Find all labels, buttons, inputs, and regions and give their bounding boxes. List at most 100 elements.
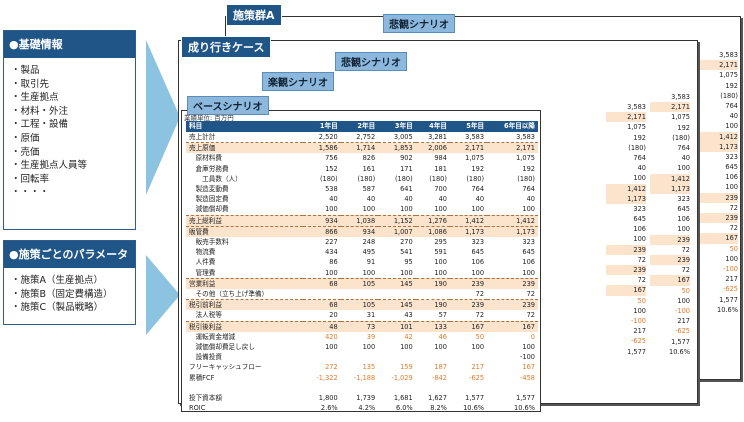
table-cell: 100 <box>471 205 485 214</box>
table-row: 投下資本額 1,800 1,739 1,681 1,627 1,577 1,577 <box>186 393 538 403</box>
table-row: 減価償却費 100 100 100 100 100 100 <box>186 204 538 215</box>
table-cell: 1,577 <box>516 394 535 403</box>
table-cell: 145 <box>378 299 416 311</box>
table-cell: 159 <box>400 363 413 372</box>
row-label: 倉庫労務費 <box>189 164 229 173</box>
table-cell: -1,322 <box>316 373 338 382</box>
peek-cell: 645 <box>633 215 646 224</box>
peek-cell: 323 <box>677 194 690 203</box>
peek-cell: (180) <box>720 91 738 100</box>
table-cell: 105 <box>340 277 379 290</box>
table-row: 人件費 86 91 95 100 106 106 <box>186 257 538 267</box>
table-cell: 72 <box>526 290 535 299</box>
peek-cell: 3,583 <box>627 103 646 111</box>
tab-base-scenario[interactable]: ベースシナリオ <box>187 96 269 115</box>
table-header-row: 科目 1年目 2年目 3年目 4年目 5年目 6年目以降 <box>186 121 538 132</box>
info-list-item: 回転率 <box>11 173 135 187</box>
table-cell <box>416 289 450 300</box>
peek-cell: 40 <box>637 164 646 173</box>
table-cell: 217 <box>471 363 485 372</box>
table-header-cell: 6年目以降 <box>487 121 538 132</box>
table-cell: 40 <box>475 195 485 204</box>
financial-table: 科目 1年目 2年目 3年目 4年目 5年目 6年目以降 売上計計 2,520 2,752 3,00… <box>186 121 538 413</box>
table-row: 設備投資 -100 <box>186 352 538 362</box>
table-cell: 1,075 <box>516 154 535 163</box>
table-cell: 323 <box>522 238 535 247</box>
table-cell: 105 <box>340 299 379 311</box>
tab-optimistic[interactable]: 楽観シナリオ <box>262 72 334 91</box>
row-label: ROIC <box>189 404 206 413</box>
table-row: 物流費 434 495 541 591 645 645 <box>186 247 538 257</box>
peek-cell: 764 <box>677 143 690 152</box>
table-cell: 538 <box>325 185 338 194</box>
info-list-item: ・・・ <box>11 186 135 200</box>
table-row: 法人税等 20 31 43 57 72 72 <box>186 310 538 321</box>
table-cell: 50 <box>475 332 485 341</box>
table-cell <box>378 383 416 393</box>
peek-cell: 239 <box>700 213 738 224</box>
table-cell: 73 <box>340 320 379 332</box>
table-row: 原材料費 756 826 902 984 1,075 1,075 <box>186 153 538 163</box>
peek-cell: 72 <box>681 266 690 275</box>
peek-cell: -100 <box>631 316 646 325</box>
table-cell: 100 <box>400 343 413 352</box>
table-cell: 1,412 <box>487 214 538 227</box>
peek-cell: 100 <box>633 235 646 244</box>
table-cell: 72 <box>526 311 535 320</box>
peek-cell: 1,173 <box>700 141 738 152</box>
info-list-item: 工程・設備 <box>11 118 135 132</box>
peek-cell: 106 <box>677 215 690 224</box>
table-cell: 68 <box>303 299 341 311</box>
row-label: フリーキャッシュフロー <box>189 363 262 372</box>
table-cell: 2,520 <box>318 133 338 141</box>
peek-cell: 1,075 <box>719 71 738 80</box>
table-cell: 227 <box>325 238 338 247</box>
tab-pessimistic[interactable]: 悲観シナリオ <box>335 52 407 71</box>
peek-cell: 323 <box>633 204 646 213</box>
table-cell: 248 <box>362 238 376 247</box>
peek-cell: 50 <box>637 296 646 305</box>
table-row: フリーキャッシュフロー 272 135 159 187 217 167 <box>186 362 538 372</box>
table-cell: 420 <box>325 332 338 341</box>
table-cell: 434 <box>325 248 338 257</box>
table-header-cell: 1年目 <box>303 121 341 132</box>
peek-cell: 72 <box>729 224 738 233</box>
table-cell: 866 <box>303 225 341 238</box>
peek-cell: 1,173 <box>650 183 690 194</box>
row-label: 物流費 <box>189 248 216 257</box>
table-cell: -842 <box>431 373 447 382</box>
sheet-title-status-quo: 成り行きケース <box>181 36 272 58</box>
tab-pessimistic-back[interactable]: 悲観シナリオ <box>383 14 455 33</box>
table-cell: -625 <box>469 373 485 382</box>
table-cell <box>303 352 341 362</box>
table-cell: 756 <box>325 154 338 163</box>
peek-cell: 100 <box>633 174 646 183</box>
peek-cell: 764 <box>633 153 646 162</box>
table-row: 営業利益 68 105 145 190 239 239 <box>186 277 538 290</box>
row-label: 売上原価 <box>186 142 304 154</box>
table-cell: 0 <box>530 332 535 341</box>
table-cell: 764 <box>522 185 535 194</box>
table-row: 販管費 866 934 1,007 1,086 1,173 1,173 <box>186 225 538 238</box>
table-cell: 39 <box>366 332 376 341</box>
row-label: 人件費 <box>189 258 216 267</box>
peek-cell: 40 <box>729 112 738 121</box>
peek-cell: 239 <box>700 192 738 203</box>
table-cell: (180) <box>357 174 376 183</box>
table-cell: 20 <box>329 311 338 320</box>
table-cell: 106 <box>471 258 485 267</box>
arrow-right-icon-bottom <box>146 255 180 335</box>
peek-cell: 100 <box>725 254 738 263</box>
table-cell: 167 <box>522 363 535 372</box>
table-cell: 764 <box>471 185 485 194</box>
table-cell: 91 <box>366 258 376 267</box>
info-list-item: 売価 <box>11 146 135 160</box>
table-cell: 40 <box>329 195 338 204</box>
mid-sheet-column: 3,583 2,171 1,075 192 (180) 764 40 100 1,412 1,17… <box>650 92 690 357</box>
table-cell: 3,583 <box>516 133 535 141</box>
peek-cell: 10.6% <box>669 347 690 356</box>
table-header-cell: 5年目 <box>449 121 488 132</box>
table-row: 製造固定費 40 40 40 40 40 40 <box>186 194 538 204</box>
table-cell: 1,276 <box>415 214 450 227</box>
table-cell: 1,681 <box>393 394 413 403</box>
